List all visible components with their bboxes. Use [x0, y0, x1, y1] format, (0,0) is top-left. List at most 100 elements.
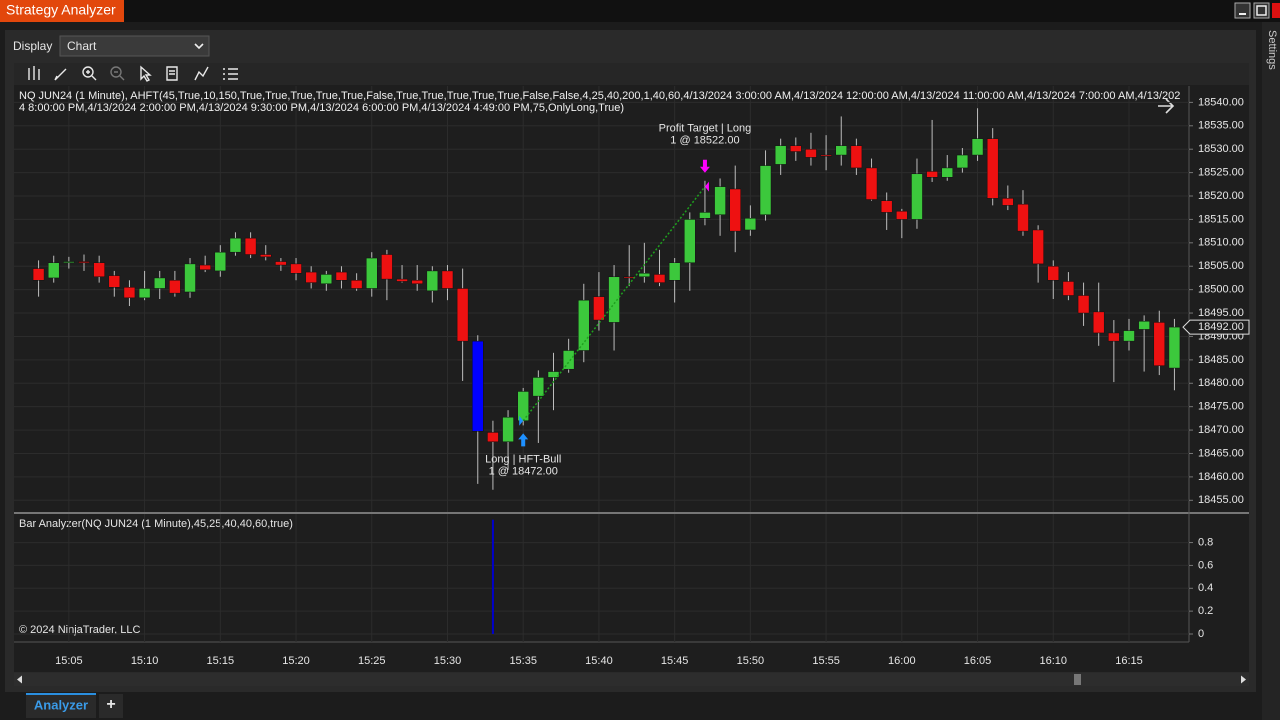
minimize-button[interactable]: [1234, 2, 1251, 19]
properties-icon[interactable]: [223, 68, 238, 80]
candle-body: [1017, 203, 1029, 232]
title-tab[interactable]: [0, 0, 124, 22]
x-tick-label: 15:45: [661, 655, 689, 667]
pointer-icon[interactable]: [140, 65, 152, 82]
indicator-y-tick-label: 0.6: [1198, 559, 1213, 571]
x-tick-label: 15:10: [131, 655, 159, 667]
data-box-icon[interactable]: [166, 66, 178, 81]
candle-body: [123, 287, 136, 299]
candle-body: [290, 263, 302, 274]
close-button[interactable]: [1272, 3, 1280, 18]
candle-body: [623, 276, 635, 279]
indicators-icon[interactable]: [194, 66, 209, 81]
x-tick-label: 15:05: [55, 655, 83, 667]
indicator-title: Bar Analyzer(NQ JUN24 (1 Minute),45,25,4…: [19, 518, 293, 530]
dropdown-arrow: [194, 43, 204, 50]
indicator-y-tick-label: 0: [1198, 628, 1204, 640]
candle-body: [896, 210, 908, 220]
y-tick-label: 18495.00: [1198, 307, 1244, 319]
candle-body: [774, 145, 787, 165]
x-tick-label: 16:15: [1115, 655, 1143, 667]
candle-body: [684, 219, 696, 263]
x-tick-label: 16:05: [964, 655, 992, 667]
draw-tool-icon[interactable]: [54, 68, 67, 81]
candle-body: [305, 271, 317, 283]
candle-body: [729, 188, 741, 232]
candle-body: [1153, 322, 1166, 366]
candle-body: [381, 254, 393, 280]
candle-body: [1032, 229, 1044, 265]
settings-tab[interactable]: Settings: [1266, 30, 1278, 70]
y-tick-label: 18485.00: [1198, 354, 1244, 366]
candle-body: [578, 299, 590, 351]
add-tab-button[interactable]: [99, 694, 123, 718]
y-tick-label: 18540.00: [1198, 96, 1244, 108]
scroll-thumb[interactable]: [1074, 674, 1081, 685]
maximize-icon: [1256, 5, 1267, 16]
indicator-bar: [491, 519, 494, 634]
candle-body: [350, 280, 363, 289]
exit-arrow: [699, 159, 710, 173]
candle-body: [653, 274, 666, 283]
trade-line: [522, 186, 706, 422]
indicator-y-tick-label: 0.8: [1198, 536, 1213, 548]
y-tick-label: 18475.00: [1198, 401, 1244, 413]
candle-body: [1138, 320, 1150, 330]
candle-body: [1077, 295, 1090, 314]
candle-body: [1047, 265, 1060, 281]
x-tick-label: 15:35: [509, 655, 537, 667]
indicator-y-tick-label: 0.4: [1198, 582, 1213, 594]
candle-body: [441, 270, 454, 289]
candle-body: [1108, 332, 1120, 342]
y-tick-label: 18505.00: [1198, 260, 1244, 272]
candle-body: [562, 350, 575, 370]
candle-body: [396, 278, 408, 282]
display-label: Display: [13, 39, 52, 53]
x-tick-label: 16:10: [1040, 655, 1068, 667]
last-price-label: 18492.00: [1198, 321, 1244, 333]
zoom-in-icon[interactable]: [82, 66, 94, 78]
toolbar-icons: [28, 65, 238, 82]
y-tick-label: 18460.00: [1198, 471, 1244, 483]
analyzer-tab[interactable]: [26, 694, 96, 718]
candle-body: [199, 264, 211, 270]
candle-body: [532, 377, 545, 397]
candle-body: [1002, 198, 1014, 206]
candle-body: [1092, 311, 1105, 334]
chart-area: [14, 63, 1249, 672]
copyright: © 2024 NinjaTrader, LLC: [19, 624, 140, 636]
window-title: Strategy Analyzer: [6, 2, 116, 18]
indicator-y-tick-label: 0.2: [1198, 605, 1213, 617]
candle-body: [472, 340, 484, 432]
chart-toolbar: [14, 63, 1249, 85]
analyzer-tab-label[interactable]: Analyzer: [34, 697, 88, 712]
scrollbar[interactable]: [14, 673, 1249, 686]
entry-label: Long | HFT-Bull: [485, 453, 561, 465]
x-tick-label: 15:55: [812, 655, 840, 667]
candle-body: [32, 268, 45, 281]
candle-body: [971, 138, 984, 156]
zoom-out-icon[interactable]: [110, 66, 122, 78]
candle-body: [986, 138, 999, 199]
candle-body: [699, 212, 711, 219]
candle-body: [835, 145, 847, 156]
entry-arrow: [518, 433, 529, 447]
display-value: Chart: [67, 39, 97, 53]
x-tick-label: 15:30: [434, 655, 462, 667]
display-dropdown[interactable]: [59, 35, 210, 57]
y-tick-label: 18530.00: [1198, 143, 1244, 155]
candle-body: [335, 271, 348, 281]
add-tab-label[interactable]: +: [106, 696, 115, 713]
candle-body: [93, 262, 105, 278]
y-tick-label: 18455.00: [1198, 494, 1244, 506]
candle-body: [714, 186, 726, 215]
y-tick-label: 18535.00: [1198, 120, 1244, 132]
scroll-to-end-icon[interactable]: [1158, 98, 1175, 114]
candle-body: [668, 262, 681, 281]
bars-type-icon[interactable]: [28, 66, 40, 80]
entry-fill: 1 @ 18472.00: [489, 465, 558, 477]
candle-body: [608, 276, 620, 323]
y-tick-label: 18480.00: [1198, 377, 1244, 389]
candle-body: [184, 263, 196, 293]
